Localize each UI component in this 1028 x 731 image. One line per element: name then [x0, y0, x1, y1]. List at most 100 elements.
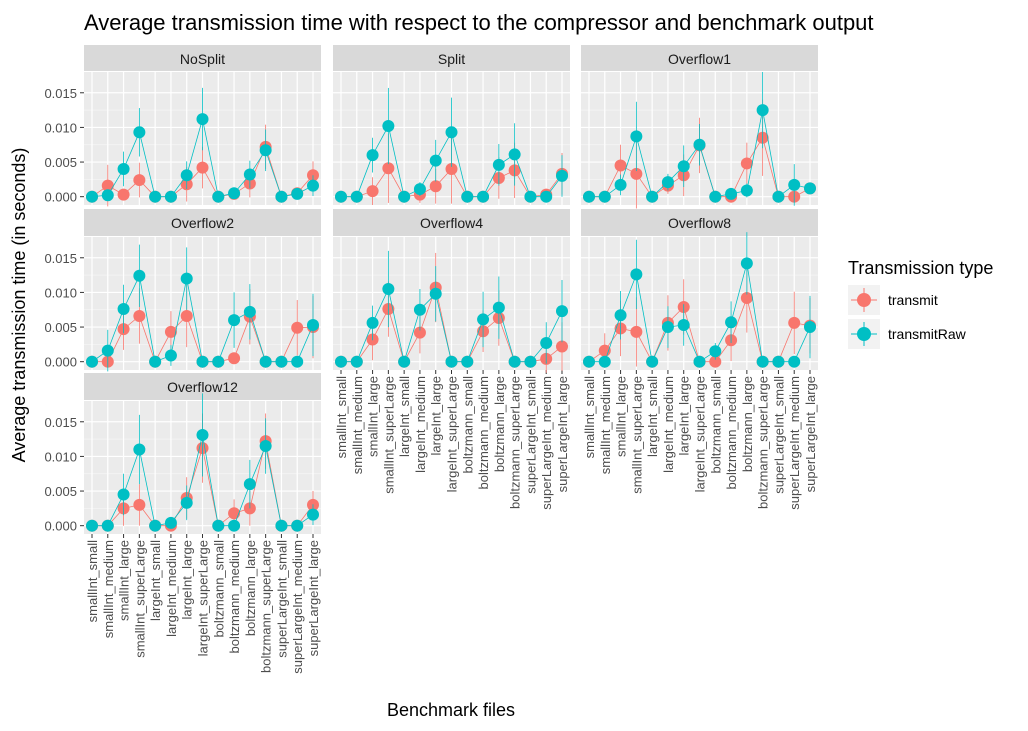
data-point [259, 440, 272, 453]
data-point [164, 190, 177, 203]
data-point [164, 325, 177, 338]
data-point [540, 190, 553, 203]
data-point [243, 168, 256, 181]
data-point [228, 507, 241, 520]
data-point [243, 478, 256, 491]
data-point [117, 162, 130, 175]
data-point [804, 182, 816, 195]
data-point [725, 316, 738, 329]
data-point [180, 169, 193, 182]
x-tick-label: smallInt_medium [350, 376, 365, 474]
panel-overflow12: Overflow12 0.000 0.005 0.010 0.015 smallInt_s… [44, 373, 321, 674]
data-point [740, 257, 753, 270]
x-tick-label: superLargeInt_large [306, 540, 321, 656]
data-point [350, 355, 363, 368]
panel-split: Split [333, 45, 570, 205]
data-point [788, 355, 801, 368]
data-point [646, 190, 659, 203]
data-point [86, 190, 98, 203]
data-point [788, 316, 801, 329]
data-point [429, 180, 442, 193]
series-transmitraw-overflow2 [86, 244, 319, 372]
panel-overflow2: Overflow2 0.000 0.005 0.010 0.015 [44, 209, 321, 372]
series-transmitraw-split [335, 87, 568, 203]
x-tick-label: smallInt_superLarge [132, 540, 147, 658]
y-tick-label: 0.010 [44, 285, 77, 300]
data-point [180, 272, 193, 285]
data-point [477, 190, 490, 203]
data-point [86, 519, 98, 532]
legend-label-transmitraw: transmitRaw [888, 326, 967, 342]
data-point [101, 189, 114, 202]
x-tick-label: largeInt_medium [164, 540, 179, 637]
x-tick-label: boltzmann_large [492, 376, 507, 472]
data-point [101, 344, 114, 357]
series-transmitraw-nosplit [86, 87, 319, 203]
legend-item-transmitraw: transmitRaw [848, 319, 967, 349]
data-point [646, 355, 659, 368]
y-tick-label: 0.005 [44, 484, 77, 499]
data-point [307, 179, 319, 192]
data-point [180, 496, 193, 509]
strip-label-overflow12: Overflow12 [167, 379, 238, 395]
legend-title: Transmission type [848, 258, 993, 278]
data-point [212, 190, 225, 203]
data-point [725, 187, 738, 200]
data-point [445, 355, 458, 368]
x-tick-label: largeInt_medium [661, 376, 676, 473]
data-point [413, 303, 426, 316]
data-point [413, 326, 426, 339]
data-point [709, 190, 722, 203]
strip-label-split: Split [438, 51, 465, 67]
legend-key-point [857, 293, 871, 307]
panel-nosplit: NoSplit 0.000 0.005 0.010 0.015 [44, 45, 321, 207]
x-tick-label: boltzmann_small [708, 376, 723, 474]
data-point [583, 190, 595, 203]
data-point [477, 313, 490, 326]
x-tick-label: superLargeInt_small [771, 376, 786, 494]
data-point [429, 287, 442, 300]
data-point [101, 179, 114, 192]
data-point [524, 355, 537, 368]
legend-key-point [857, 327, 871, 341]
x-tick-label: smallInt_large [117, 540, 132, 621]
data-point [413, 183, 426, 196]
data-point [117, 488, 130, 501]
data-point [366, 185, 379, 198]
data-point [740, 291, 753, 304]
data-point [212, 519, 225, 532]
series-transmitraw-overflow1 [583, 72, 816, 206]
panel-overflow1: Overflow1 [581, 45, 818, 209]
data-point [540, 336, 553, 349]
x-tick-label: superLargeInt_medium [539, 376, 554, 510]
strip-nosplit [84, 45, 321, 71]
data-point [212, 355, 225, 368]
data-point [228, 352, 241, 365]
x-tick-label: superLargeInt_medium [787, 376, 802, 510]
data-point [630, 268, 643, 281]
data-point [180, 309, 193, 322]
data-point [598, 355, 611, 368]
data-point [335, 190, 347, 203]
data-point [740, 157, 753, 170]
data-point [583, 355, 595, 368]
data-point [756, 104, 769, 117]
data-point [133, 498, 146, 511]
strip-label-overflow8: Overflow8 [668, 215, 731, 231]
data-point [133, 269, 146, 282]
data-point [291, 355, 304, 368]
x-tick-label: largeInt_small [645, 376, 660, 457]
y-tick-label: 0.010 [44, 449, 77, 464]
data-point [366, 316, 379, 329]
data-point [677, 318, 690, 331]
data-point [677, 160, 690, 173]
x-tick-label: smallInt_medium [598, 376, 613, 474]
data-point [508, 148, 521, 161]
data-point [429, 154, 442, 167]
data-point [291, 519, 304, 532]
x-tick-label: smallInt_medium [101, 540, 116, 638]
data-point [630, 167, 643, 180]
x-tick-label: boltzmann_superLarge [756, 376, 771, 509]
y-tick-label: 0.000 [44, 519, 77, 534]
y-tick-label: 0.005 [44, 320, 77, 335]
